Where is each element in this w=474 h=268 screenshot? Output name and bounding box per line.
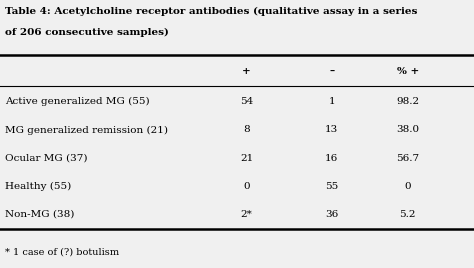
Text: 5.2: 5.2 <box>400 210 416 219</box>
Text: Active generalized MG (55): Active generalized MG (55) <box>5 97 149 106</box>
Text: 38.0: 38.0 <box>396 125 419 135</box>
Text: 13: 13 <box>325 125 338 135</box>
Text: +: + <box>242 66 251 76</box>
Text: 0: 0 <box>243 182 250 191</box>
Text: Table 4: Acetylcholine receptor antibodies (qualitative assay in a series: Table 4: Acetylcholine receptor antibodi… <box>5 7 417 16</box>
Text: 55: 55 <box>325 182 338 191</box>
Text: 36: 36 <box>325 210 338 219</box>
Text: Non-MG (38): Non-MG (38) <box>5 210 74 219</box>
Text: 21: 21 <box>240 154 253 163</box>
Text: 2*: 2* <box>241 210 252 219</box>
Text: 1: 1 <box>328 97 335 106</box>
Text: 8: 8 <box>243 125 250 135</box>
Text: 98.2: 98.2 <box>396 97 419 106</box>
Text: –: – <box>329 66 334 76</box>
Text: Ocular MG (37): Ocular MG (37) <box>5 154 87 163</box>
Text: 0: 0 <box>404 182 411 191</box>
Text: MG generalized remission (21): MG generalized remission (21) <box>5 125 168 135</box>
Text: 54: 54 <box>240 97 253 106</box>
Text: of 206 consecutive samples): of 206 consecutive samples) <box>5 28 169 37</box>
Text: 16: 16 <box>325 154 338 163</box>
Text: % +: % + <box>397 66 419 76</box>
Text: Healthy (55): Healthy (55) <box>5 182 71 191</box>
Text: 56.7: 56.7 <box>396 154 419 163</box>
Text: * 1 case of (?) botulism: * 1 case of (?) botulism <box>5 248 119 257</box>
